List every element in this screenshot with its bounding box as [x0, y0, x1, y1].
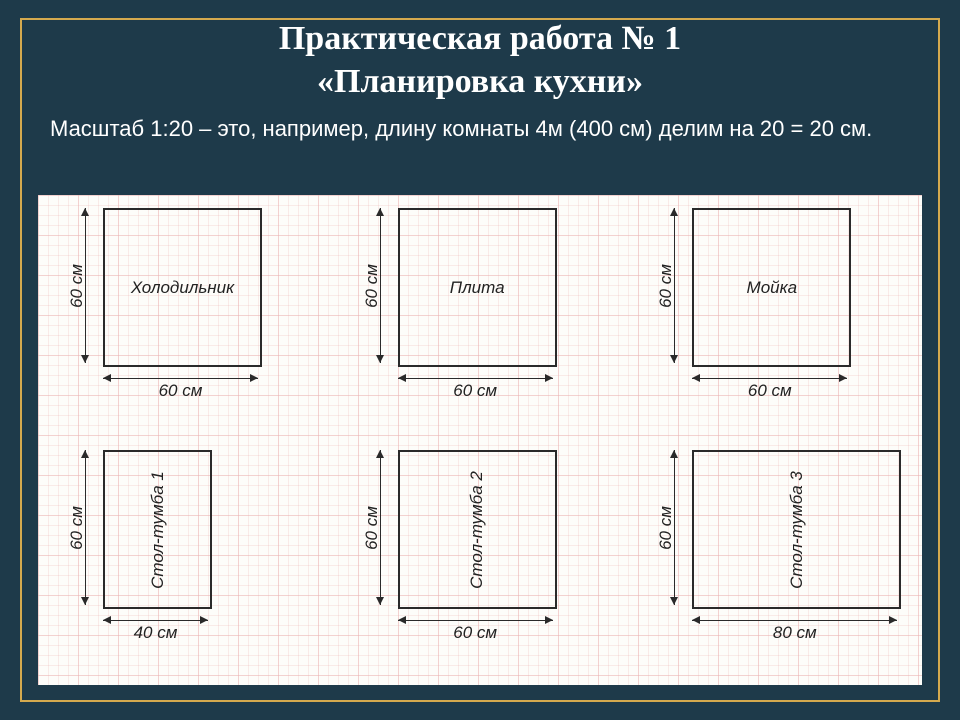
arrow-up-icon: [670, 208, 678, 216]
diagram-grid: Холодильник60 см60 смПлита60 см60 смМойк…: [38, 195, 922, 685]
arrow-up-icon: [376, 450, 384, 458]
furniture-label: Стол-тумба 2: [467, 471, 487, 589]
dim-text-height: 60 см: [67, 256, 87, 316]
arrow-up-icon: [81, 208, 89, 216]
furniture-box: Стол-тумба 3: [692, 450, 901, 609]
arrow-down-icon: [670, 355, 678, 363]
furniture-label: Стол-тумба 3: [787, 471, 807, 589]
diagram-cell: Стол-тумба 2 60 см 60 см: [343, 445, 618, 677]
dim-text-height: 60 см: [362, 498, 382, 558]
furniture-label: Холодильник: [131, 278, 234, 298]
dim-text-width: 60 см: [398, 623, 553, 643]
dim-text-height: 60 см: [362, 256, 382, 316]
dim-line-h: [103, 378, 258, 379]
dim-text-width: 60 см: [692, 381, 847, 401]
arrow-down-icon: [670, 597, 678, 605]
dim-line-h: [398, 378, 553, 379]
dim-line-h: [692, 620, 897, 621]
arrow-down-icon: [376, 355, 384, 363]
graph-paper: Холодильник60 см60 смПлита60 см60 смМойк…: [38, 195, 922, 685]
furniture-label: Мойка: [747, 278, 798, 298]
furniture-label: Плита: [450, 278, 505, 298]
diagram-cell: Мойка 60 см 60 см: [637, 203, 912, 435]
dim-text-width: 80 см: [692, 623, 897, 643]
arrow-up-icon: [670, 450, 678, 458]
dim-text-height: 60 см: [67, 498, 87, 558]
furniture-box: Холодильник: [103, 208, 262, 367]
diagram-cell: Стол-тумба 1 60 см 40 см: [48, 445, 323, 677]
furniture-box: Плита: [398, 208, 557, 367]
furniture-box: Стол-тумба 2: [398, 450, 557, 609]
diagram-cell: Стол-тумба 3 60 см 80 см: [637, 445, 912, 677]
arrow-down-icon: [81, 355, 89, 363]
dim-text-width: 60 см: [398, 381, 553, 401]
dim-text-width: 60 см: [103, 381, 258, 401]
dim-line-h: [103, 620, 208, 621]
diagram-cell: Плита 60 см 60 см: [343, 203, 618, 435]
arrow-down-icon: [376, 597, 384, 605]
dim-line-h: [398, 620, 553, 621]
furniture-label: Стол-тумба 1: [148, 471, 168, 589]
dim-line-h: [692, 378, 847, 379]
dim-text-width: 40 см: [103, 623, 208, 643]
dim-text-height: 60 см: [656, 498, 676, 558]
arrow-down-icon: [81, 597, 89, 605]
arrow-up-icon: [376, 208, 384, 216]
furniture-box: Мойка: [692, 208, 851, 367]
furniture-box: Стол-тумба 1: [103, 450, 212, 609]
diagram-cell: Холодильник 60 см 60 см: [48, 203, 323, 435]
dim-text-height: 60 см: [656, 256, 676, 316]
arrow-up-icon: [81, 450, 89, 458]
